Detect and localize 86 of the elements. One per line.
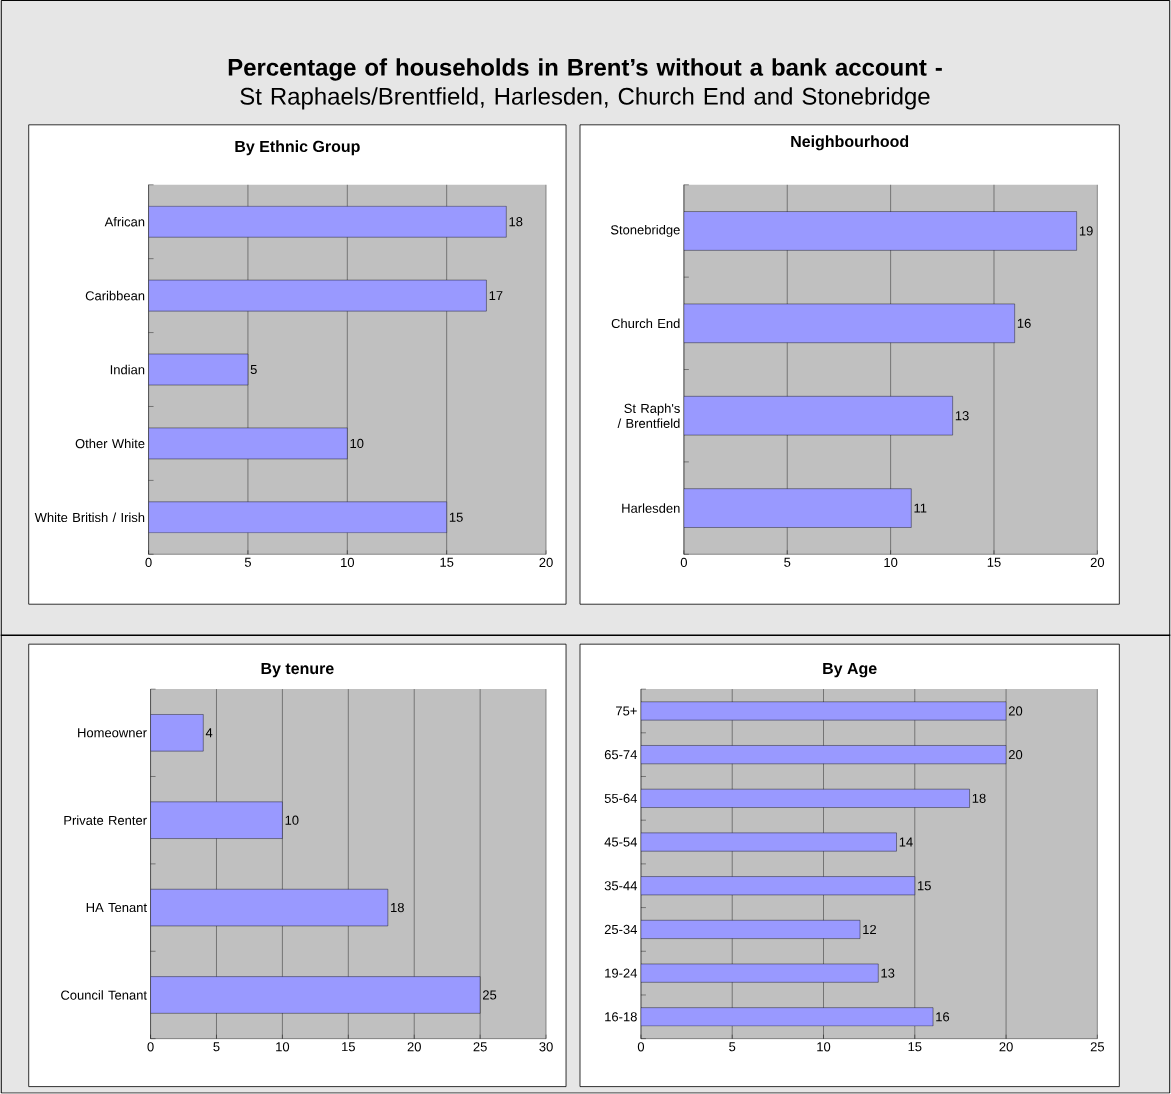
y-tick-label: St Raph's / Brentfield bbox=[617, 403, 680, 429]
bar bbox=[683, 488, 912, 528]
chart-title: By tenure bbox=[261, 663, 334, 678]
x-tick-label: 5 bbox=[244, 558, 251, 568]
x-tick-label: 15 bbox=[440, 558, 454, 568]
data-label: 11 bbox=[914, 503, 927, 513]
x-tick-label: 10 bbox=[884, 558, 898, 568]
x-tick-label: 5 bbox=[213, 1042, 220, 1052]
y-tick-label: 75+ bbox=[616, 706, 637, 716]
data-label: 17 bbox=[489, 291, 503, 301]
y-tick-label: White British / Irish bbox=[34, 512, 145, 523]
x-tick-label: 0 bbox=[637, 1042, 645, 1052]
bar bbox=[683, 303, 1015, 344]
bar bbox=[150, 714, 204, 752]
y-tick-label: Harlesden bbox=[622, 503, 680, 514]
data-label: 12 bbox=[863, 925, 876, 935]
chart-title: By Ethnic Group bbox=[235, 140, 360, 156]
x-tick-label: 20 bbox=[999, 1042, 1013, 1052]
x-tick-label: 10 bbox=[276, 1042, 290, 1052]
data-label: 15 bbox=[917, 881, 931, 891]
x-tick-label: 15 bbox=[342, 1042, 355, 1052]
y-tick-label: Private Renter bbox=[64, 815, 147, 826]
y-tick-label: Stonebridge bbox=[610, 225, 680, 238]
x-tick-label: 15 bbox=[908, 1042, 922, 1052]
x-tick-label: 20 bbox=[1090, 558, 1105, 568]
data-label: 14 bbox=[899, 837, 913, 847]
data-label: 16 bbox=[936, 1012, 950, 1022]
bar bbox=[150, 801, 283, 839]
data-label: 13 bbox=[881, 968, 895, 978]
x-tick-label: 20 bbox=[539, 558, 553, 568]
x-tick-label: 0 bbox=[680, 558, 687, 568]
data-label: 19 bbox=[1079, 226, 1093, 236]
y-tick-label: 45-54 bbox=[604, 837, 638, 847]
y-tick-label: Homeowner bbox=[78, 728, 147, 738]
bar bbox=[640, 1007, 934, 1027]
y-tick-label: Church End bbox=[611, 318, 680, 329]
bar bbox=[640, 745, 1007, 765]
data-label: 18 bbox=[509, 217, 523, 227]
x-tick-label: 30 bbox=[539, 1042, 553, 1052]
bar bbox=[640, 920, 861, 940]
x-tick-label: 5 bbox=[729, 1042, 736, 1052]
data-label: 10 bbox=[285, 815, 299, 825]
data-label: 5 bbox=[250, 365, 257, 375]
chart-title: Neighbourhood bbox=[791, 135, 909, 151]
x-tick-label: 10 bbox=[817, 1042, 831, 1052]
y-tick-label: 16-18 bbox=[605, 1012, 637, 1022]
x-tick-label: 5 bbox=[784, 558, 791, 568]
bar bbox=[683, 396, 953, 436]
y-tick-label: HA Tenant bbox=[86, 903, 147, 913]
x-tick-label: 25 bbox=[473, 1042, 487, 1052]
bar bbox=[150, 889, 389, 927]
bar bbox=[640, 789, 970, 808]
chart-title: By Age bbox=[823, 663, 877, 678]
data-label: 13 bbox=[955, 411, 969, 421]
y-tick-label: 25-34 bbox=[604, 925, 638, 935]
y-tick-label: Caribbean bbox=[85, 291, 145, 301]
y-tick-label: 19-24 bbox=[605, 968, 638, 978]
y-tick-label: African bbox=[104, 217, 145, 227]
y-tick-label: Indian bbox=[110, 364, 145, 375]
y-tick-label: Other White bbox=[75, 438, 145, 449]
text: Percentage of households in Brent’s without a bank account - St Raphaels/Brentfield, Harlesden, Church End and Stonebridge bbox=[228, 58, 942, 110]
bar bbox=[150, 976, 481, 1014]
data-label: 10 bbox=[350, 439, 364, 449]
bar bbox=[640, 876, 915, 896]
data-label: 4 bbox=[205, 728, 213, 738]
x-tick-label: 0 bbox=[147, 1042, 154, 1052]
bar bbox=[640, 832, 897, 852]
x-tick-label: 15 bbox=[987, 558, 1001, 568]
y-tick-label: 65-74 bbox=[604, 750, 638, 760]
data-label: 20 bbox=[1008, 750, 1023, 760]
y-tick-label: 55-64 bbox=[604, 793, 638, 804]
data-label: 20 bbox=[1008, 706, 1023, 716]
x-tick-label: 20 bbox=[407, 1042, 421, 1052]
bar bbox=[683, 211, 1077, 251]
y-tick-label: 35-44 bbox=[604, 881, 638, 891]
x-tick-label: 0 bbox=[145, 558, 152, 568]
bar bbox=[640, 963, 879, 983]
data-label: 25 bbox=[482, 990, 497, 1000]
x-tick-label: 10 bbox=[341, 558, 355, 568]
data-label: 18 bbox=[972, 793, 986, 804]
data-label: 18 bbox=[391, 903, 404, 913]
data-label: 15 bbox=[449, 513, 463, 523]
bar bbox=[640, 701, 1007, 721]
data-label: 16 bbox=[1017, 318, 1031, 329]
y-tick-label: Council Tenant bbox=[61, 990, 147, 1000]
x-tick-label: 25 bbox=[1090, 1042, 1105, 1052]
